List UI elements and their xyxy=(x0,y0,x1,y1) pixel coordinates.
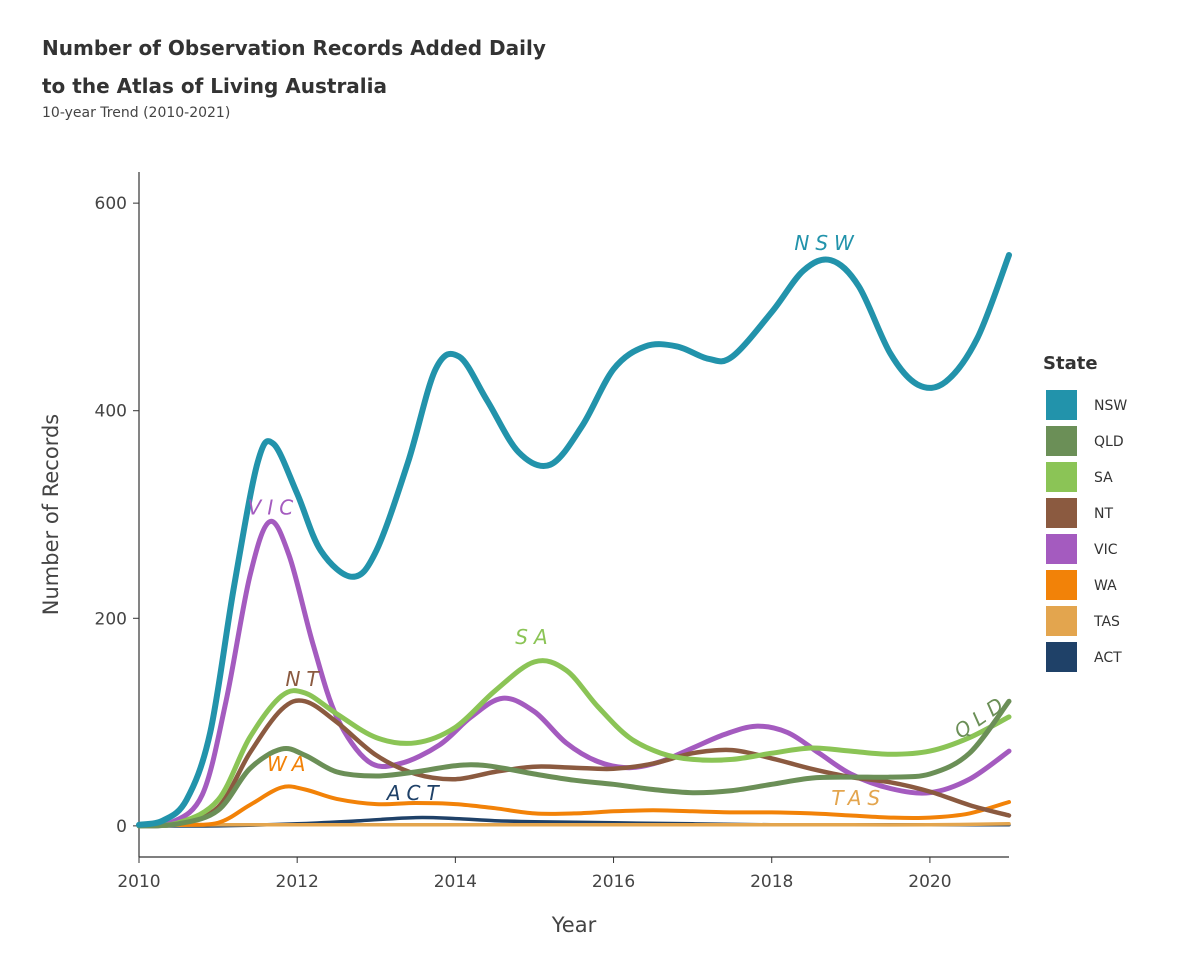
y-tick-label: 200 xyxy=(95,609,127,629)
series-lines xyxy=(136,252,1012,829)
series-line-wa xyxy=(137,784,1011,828)
chart-subtitle: 10-year Trend (2010-2021) xyxy=(42,105,231,121)
curve-label-nt: NT xyxy=(285,667,324,691)
curve-label-sa: SA xyxy=(515,625,553,649)
curve-label-nsw: NSW xyxy=(794,231,859,255)
x-axis-title: Year xyxy=(551,913,597,937)
series-line-tas xyxy=(137,822,1011,828)
series-line-sa xyxy=(136,658,1012,829)
legend-label-vic: VIC xyxy=(1094,542,1118,558)
x-tick-label: 2014 xyxy=(434,872,477,892)
series-line-qld xyxy=(136,698,1012,829)
legend-label-sa: SA xyxy=(1094,470,1113,486)
curve-label-vic: VIC xyxy=(248,496,300,520)
chart-title-line2: to the Atlas of Living Australia xyxy=(42,74,388,98)
chart-title-line1: Number of Observation Records Added Dail… xyxy=(42,36,546,60)
series-line-nsw xyxy=(136,252,1012,828)
legend-label-qld: QLD xyxy=(1094,434,1124,450)
series-labels: NSW QLD SA NT VIC WA TAS ACT xyxy=(248,231,1013,810)
legend-title: State xyxy=(1043,353,1098,374)
axes: 2010 2012 2014 2016 2018 2020 0 200 400 600 Year Nu… xyxy=(39,172,1009,937)
legend-label-act: ACT xyxy=(1094,650,1122,666)
x-tick-label: 2020 xyxy=(908,872,951,892)
legend-label-wa: WA xyxy=(1094,578,1117,594)
legend-swatch-nsw xyxy=(1046,390,1077,420)
legend: State NSW QLD SA NT VIC WA TAS ACT xyxy=(1043,353,1127,672)
legend-label-nsw: NSW xyxy=(1094,398,1127,414)
y-tick-label: 0 xyxy=(116,817,127,837)
y-tick-label: 400 xyxy=(95,402,127,422)
legend-swatch-qld xyxy=(1046,426,1077,456)
curve-label-qld: QLD xyxy=(950,689,1013,743)
curve-label-wa: WA xyxy=(267,752,311,776)
x-tick-label: 2016 xyxy=(592,872,635,892)
y-tick-label: 600 xyxy=(95,194,127,214)
legend-swatch-vic xyxy=(1046,534,1077,564)
legend-swatch-nt xyxy=(1046,498,1077,528)
legend-label-nt: NT xyxy=(1094,506,1113,522)
x-tick-label: 2018 xyxy=(750,872,793,892)
curve-label-act: ACT xyxy=(385,781,445,805)
legend-swatch-tas xyxy=(1046,606,1077,636)
y-axis-title: Number of Records xyxy=(39,414,63,615)
series-line-vic xyxy=(136,518,1012,829)
curve-label-tas: TAS xyxy=(831,786,886,810)
legend-swatch-sa xyxy=(1046,462,1077,492)
legend-label-tas: TAS xyxy=(1093,614,1120,630)
x-tick-label: 2010 xyxy=(117,872,160,892)
x-tick-label: 2012 xyxy=(276,872,319,892)
legend-swatch-wa xyxy=(1046,570,1077,600)
legend-swatch-act xyxy=(1046,642,1077,672)
